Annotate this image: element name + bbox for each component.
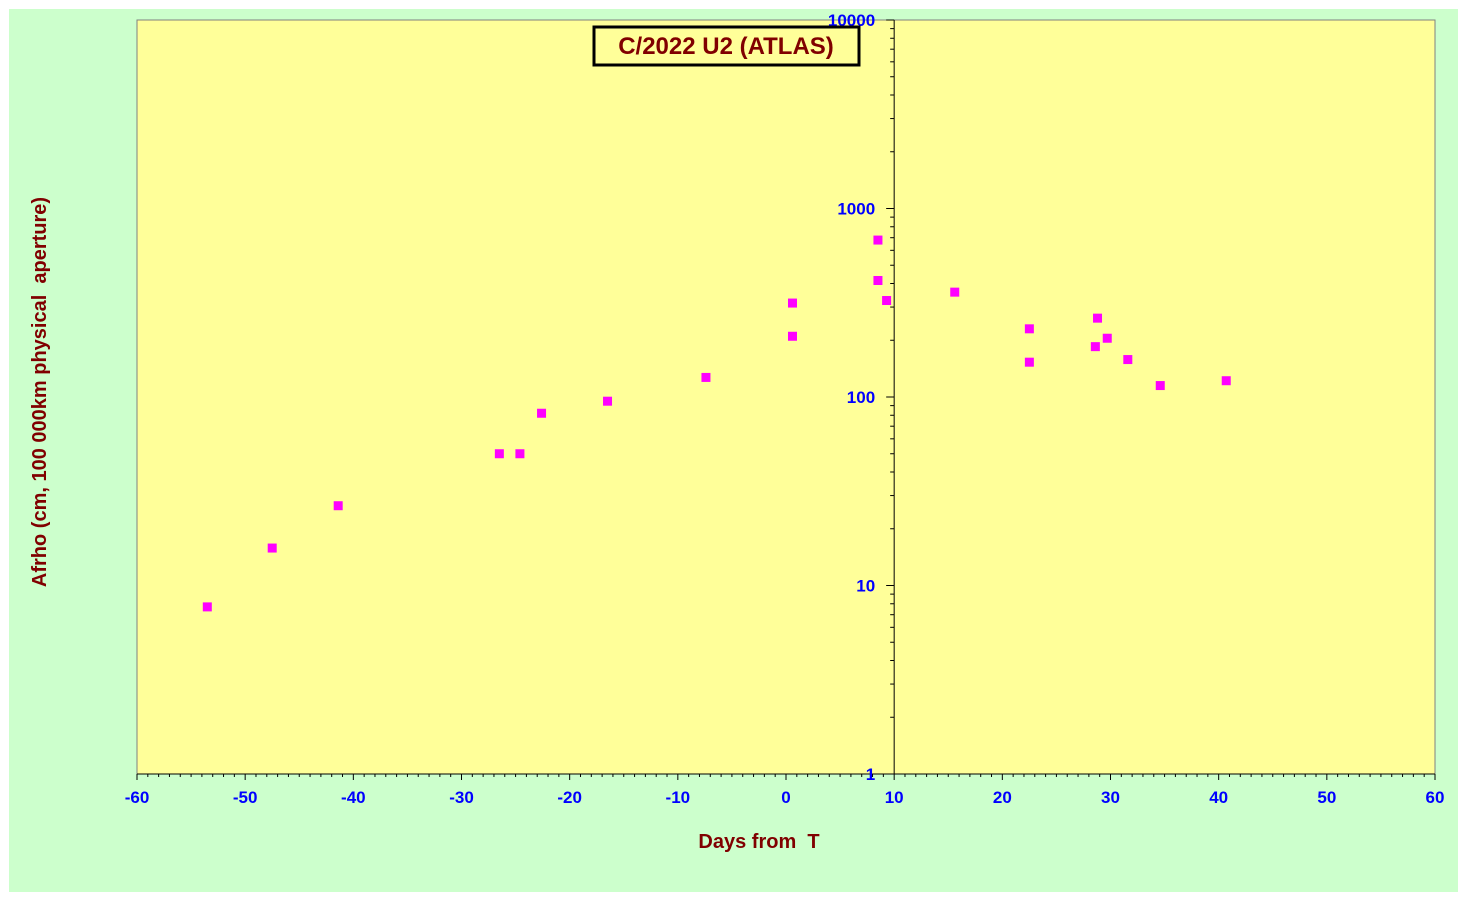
data-point: [787, 298, 797, 308]
data-point: [1024, 357, 1034, 367]
x-tick-label: -10: [666, 788, 691, 807]
x-axis-tick-labels: -60 -50 -40 -30 -20 -10 0 10 20 30 40 50 60: [125, 788, 1445, 807]
y-tick-label: 100: [847, 388, 875, 407]
x-tick-label: 60: [1426, 788, 1445, 807]
data-point: [1123, 355, 1133, 365]
data-point: [515, 449, 525, 459]
y-axis-label: Afrho (cm, 100 000km physical aperture): [29, 197, 51, 587]
data-point: [701, 372, 711, 382]
data-point: [1024, 324, 1034, 334]
y-axis-major-ticks: [886, 19, 895, 775]
chart-title: C/2022 U2 (ATLAS): [618, 33, 834, 60]
x-tick-label: 0: [781, 788, 790, 807]
x-tick-label: 30: [1101, 788, 1120, 807]
data-point: [537, 408, 547, 418]
y-tick-label: 10: [856, 577, 875, 596]
data-point: [1155, 381, 1165, 391]
data-point: [882, 296, 892, 306]
y-axis-tick-labels: 1 10 100 1000 10000: [828, 11, 875, 784]
y-tick-label: 1000: [837, 200, 875, 219]
data-point: [950, 287, 960, 297]
data-point: [873, 235, 883, 245]
x-axis-label: Days from T: [698, 831, 819, 853]
x-tick-label: -30: [449, 788, 474, 807]
x-tick-label: 40: [1209, 788, 1228, 807]
data-point: [333, 501, 343, 511]
chart-title-box: C/2022 U2 (ATLAS): [592, 25, 861, 67]
data-point: [494, 449, 504, 459]
plot-area: [136, 19, 1436, 775]
y-axis-minor-ticks: [890, 28, 895, 718]
y-tick-label: 1: [866, 765, 875, 784]
data-point: [1221, 376, 1231, 386]
x-tick-label: 10: [885, 788, 904, 807]
data-point: [873, 275, 883, 285]
x-axis-major-ticks: [136, 774, 1436, 780]
x-tick-label: 20: [993, 788, 1012, 807]
x-tick-label: -20: [557, 788, 582, 807]
x-tick-label: -50: [233, 788, 258, 807]
data-point: [1093, 313, 1103, 323]
data-point: [1102, 333, 1112, 343]
data-points: [202, 235, 1231, 612]
y-tick-label: 10000: [828, 11, 875, 30]
data-point: [202, 602, 212, 612]
data-point: [1090, 342, 1100, 352]
chart-title-border: [592, 25, 861, 67]
data-point: [267, 543, 277, 553]
x-tick-label: 50: [1317, 788, 1336, 807]
x-tick-label: -60: [125, 788, 150, 807]
data-point: [787, 331, 797, 341]
x-tick-label: -40: [341, 788, 366, 807]
data-point: [603, 396, 613, 406]
